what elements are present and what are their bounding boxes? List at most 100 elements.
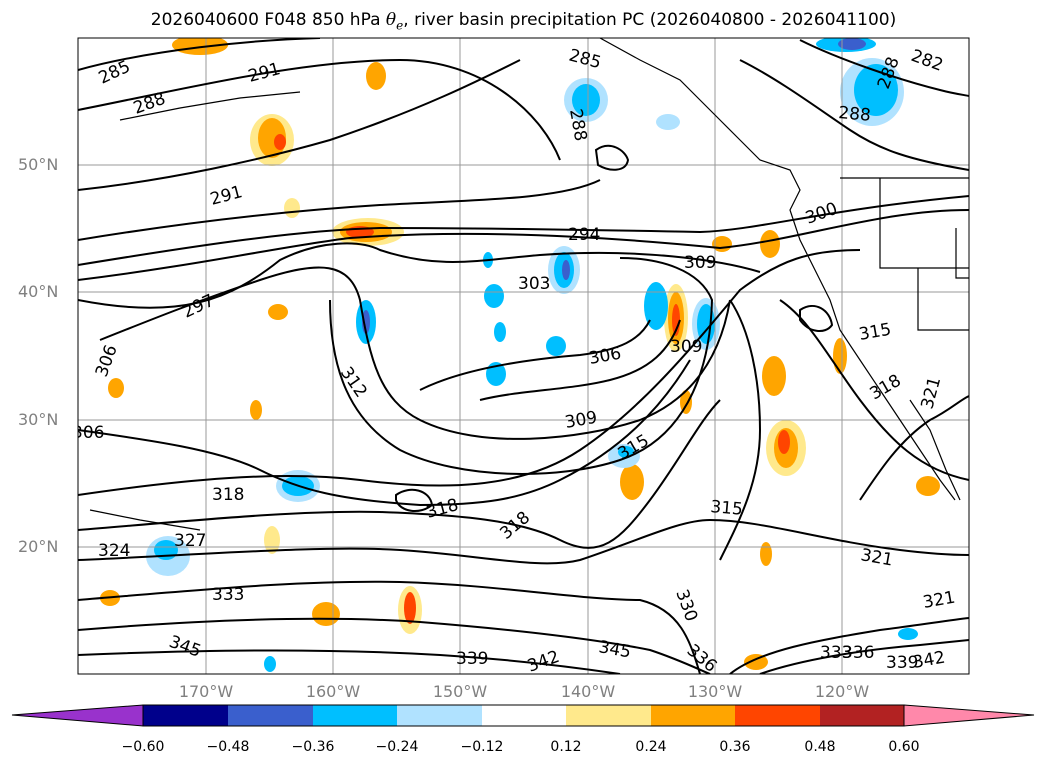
contour-line <box>799 305 834 332</box>
coastlines <box>89 38 969 531</box>
shade-negative <box>264 656 276 672</box>
colorbar-tick-label: −0.60 <box>121 739 165 755</box>
colorbar-tick-label: 0.24 <box>635 739 667 755</box>
shade-negative <box>644 282 668 330</box>
colorbar-tick-label: −0.24 <box>375 739 419 755</box>
contour-label: 324 <box>98 541 130 561</box>
contour-line <box>78 359 691 507</box>
colorbar-segment <box>228 705 313 726</box>
shade-positive <box>312 602 340 626</box>
colorbar-tick-label: 0.36 <box>719 739 751 755</box>
shade-negative <box>362 310 370 334</box>
contour-line <box>78 38 321 71</box>
contour-line <box>78 195 969 266</box>
contour-line <box>78 580 701 674</box>
lon-label: 140°W <box>560 682 616 701</box>
contour-line <box>799 39 969 97</box>
shade-negative <box>656 114 680 130</box>
colorbar-segment <box>397 705 482 726</box>
contour-line <box>78 249 861 496</box>
contour-line <box>329 257 714 475</box>
contour-line <box>594 144 630 171</box>
map-background <box>78 38 969 674</box>
contour-label: 333 <box>820 643 852 663</box>
shade-negative <box>898 628 918 640</box>
contour-line <box>78 209 969 281</box>
shade-negative <box>572 84 600 116</box>
colorbar-segment <box>651 705 735 726</box>
contour-label: 333 <box>212 585 244 605</box>
colorbar-segment <box>482 705 566 726</box>
lon-label: 170°W <box>178 682 234 701</box>
colorbar-tick-label: 0.60 <box>888 739 920 755</box>
contour-line <box>779 299 969 481</box>
contour-line <box>78 518 969 565</box>
contour-line <box>859 395 969 501</box>
colorbar-tick-label: −0.12 <box>460 739 504 755</box>
shade-positive <box>778 430 790 454</box>
shade-positive <box>760 230 780 258</box>
shade-negative <box>562 260 570 280</box>
contour-label: 327 <box>174 531 206 551</box>
contour-line <box>99 266 731 440</box>
contour-line <box>78 242 761 309</box>
contour-label: 339 <box>456 649 488 669</box>
contour-line <box>729 617 969 674</box>
shade-negative <box>854 64 898 116</box>
shade-positive <box>108 378 124 398</box>
contour-label: 288 <box>838 103 872 126</box>
colorbar-segment <box>735 705 820 726</box>
contour-line <box>78 59 521 191</box>
theta-e-contours <box>78 38 969 674</box>
shade-positive <box>744 654 768 670</box>
lat-label: 50°N <box>18 155 59 174</box>
shade-negative <box>838 38 866 50</box>
contour-line <box>739 59 969 171</box>
contour-line <box>759 639 969 674</box>
colorbar-segment <box>820 705 904 726</box>
map-title: 2026040600 F048 850 hPa θe, river basin … <box>0 10 1047 32</box>
colorbar-extend-min <box>11 704 144 727</box>
lon-label: 150°W <box>432 682 488 701</box>
colorbar-tick-label: −0.48 <box>206 739 250 755</box>
shade-positive <box>366 62 386 90</box>
contour-line <box>78 617 711 674</box>
colorbar <box>11 704 1035 727</box>
shade-negative <box>618 446 634 458</box>
shade-negative <box>494 322 506 342</box>
lat-label: 40°N <box>18 282 59 301</box>
lat-label: 20°N <box>18 537 59 556</box>
shade-positive <box>760 542 772 566</box>
contour-label: 318 <box>212 485 244 505</box>
colorbar-segment <box>143 705 228 726</box>
shade-negative <box>484 284 504 308</box>
title-theta: θe <box>385 10 404 33</box>
contour-line <box>419 319 651 391</box>
shade-positive <box>250 400 262 420</box>
shade-positive <box>916 476 940 496</box>
contour-label: 339 <box>886 653 918 673</box>
contour-label: 315 <box>710 497 744 520</box>
contour-line <box>78 649 621 674</box>
lon-label: 160°W <box>305 682 361 701</box>
colorbar-frame <box>142 704 905 727</box>
shade-positive <box>680 390 692 414</box>
contour-line <box>395 488 434 512</box>
contour-label: 294 <box>568 225 600 245</box>
contour-line <box>78 179 601 241</box>
contour-line <box>719 299 762 561</box>
lon-label: 120°W <box>814 682 870 701</box>
colorbar-segment <box>566 705 651 726</box>
colorbar-tick-label: 0.12 <box>550 739 582 755</box>
shade-positive <box>762 356 786 396</box>
title-suffix: , river basin precipitation PC (20260408… <box>403 10 897 30</box>
contour-label: 303 <box>518 274 550 294</box>
lon-label: 130°W <box>687 682 743 701</box>
colorbar-tick-label: −0.36 <box>291 739 335 755</box>
contour-line <box>78 399 721 549</box>
contour-line <box>479 319 681 401</box>
contour-label: 309 <box>684 253 716 273</box>
shade-positive <box>274 134 286 150</box>
colorbar-tick-label: 0.48 <box>804 739 836 755</box>
